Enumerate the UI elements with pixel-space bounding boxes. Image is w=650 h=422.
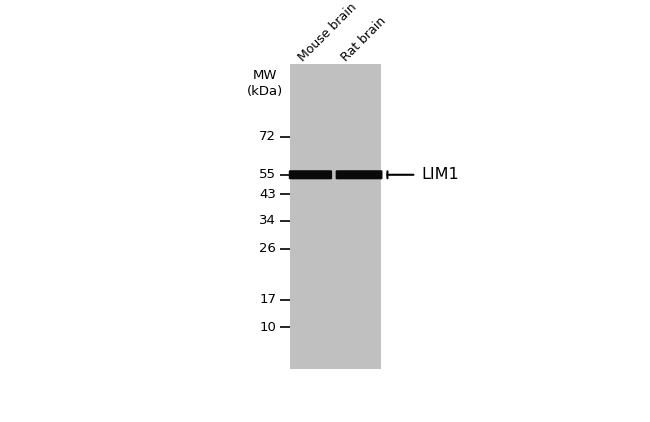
Text: 17: 17 (259, 293, 276, 306)
Text: MW
(kDa): MW (kDa) (247, 68, 283, 97)
Text: 10: 10 (259, 321, 276, 334)
FancyBboxPatch shape (289, 170, 332, 179)
Text: 55: 55 (259, 168, 276, 181)
Bar (291, 64, 381, 369)
Text: Mouse brain: Mouse brain (296, 0, 359, 64)
Text: 26: 26 (259, 242, 276, 255)
Text: LIM1: LIM1 (421, 167, 459, 182)
Text: Rat brain: Rat brain (339, 14, 389, 64)
Text: 72: 72 (259, 130, 276, 143)
Text: 43: 43 (259, 188, 276, 201)
FancyBboxPatch shape (335, 170, 382, 179)
Text: 34: 34 (259, 214, 276, 227)
